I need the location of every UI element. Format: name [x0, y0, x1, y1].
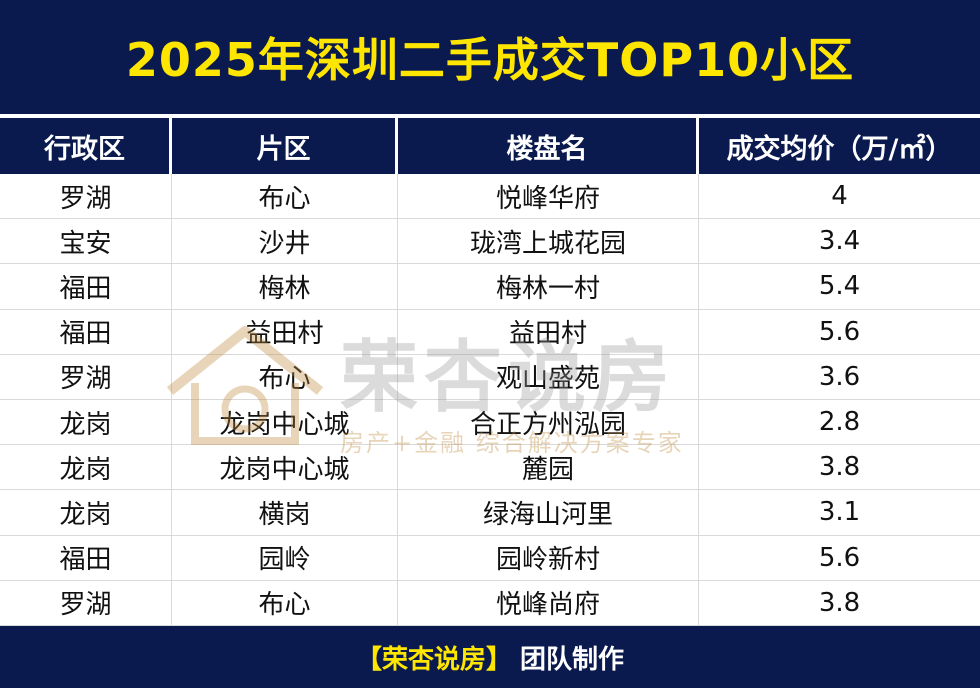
- cell-district: 福田: [0, 309, 172, 355]
- table-header: 行政区 片区 楼盘名 成交均价（万/㎡）: [0, 118, 980, 174]
- table-row: 福田 园岭 园岭新村 5.6: [0, 535, 980, 581]
- table-row: 罗湖 布心 悦峰华府 4: [0, 174, 980, 220]
- footer-text: 团队制作: [520, 644, 625, 675]
- header-estate: 楼盘名: [398, 118, 699, 174]
- page-title: 2025年深圳二手成交TOP10小区: [125, 33, 855, 87]
- table-row: 宝安 沙井 珑湾上城花园 3.4: [0, 219, 980, 265]
- cell-area: 益田村: [172, 309, 398, 355]
- table-row: 福田 梅林 梅林一村 5.4: [0, 264, 980, 310]
- cell-area: 布心: [172, 580, 398, 626]
- cell-avg-price: 3.6: [699, 355, 980, 400]
- cell-avg-price: 5.6: [699, 310, 980, 355]
- cell-estate: 观山盛苑: [398, 354, 699, 400]
- cell-avg-price: 3.4: [699, 219, 980, 265]
- cell-avg-price: 4: [699, 174, 980, 220]
- cell-district: 福田: [0, 264, 172, 310]
- cell-estate: 梅林一村: [398, 264, 699, 310]
- cell-estate: 绿海山河里: [398, 490, 699, 536]
- header-district: 行政区: [0, 118, 172, 174]
- cell-area: 龙岗中心城: [172, 399, 398, 446]
- cell-area: 布心: [172, 354, 398, 400]
- cell-district: 龙岗: [0, 399, 172, 446]
- cell-district: 宝安: [0, 219, 172, 265]
- table-row: 罗湖 布心 观山盛苑 3.6: [0, 354, 980, 400]
- cell-district: 福田: [0, 535, 172, 581]
- cell-area: 龙岗中心城: [172, 445, 398, 491]
- cell-avg-price: 3.8: [699, 445, 980, 491]
- cell-district: 龙岗: [0, 445, 172, 491]
- cell-estate: 悦峰华府: [398, 174, 699, 220]
- cell-estate: 合正方州泓园: [398, 399, 699, 446]
- table-row: 龙岗 龙岗中心城 合正方州泓园 2.8: [0, 399, 980, 446]
- cell-avg-price: 5.6: [699, 536, 980, 581]
- header-avg-price: 成交均价（万/㎡）: [699, 118, 980, 174]
- cell-area: 布心: [172, 174, 398, 220]
- cell-district: 罗湖: [0, 580, 172, 626]
- cell-area: 梅林: [172, 264, 398, 310]
- cell-estate: 悦峰尚府: [398, 580, 699, 626]
- cell-avg-price: 5.4: [699, 264, 980, 310]
- cell-district: 龙岗: [0, 490, 172, 536]
- cell-district: 罗湖: [0, 354, 172, 400]
- title-bar: 2025年深圳二手成交TOP10小区: [0, 0, 980, 116]
- cell-area: 横岗: [172, 490, 398, 536]
- cell-estate: 园岭新村: [398, 535, 699, 581]
- cell-area: 园岭: [172, 535, 398, 581]
- table-row: 罗湖 布心 悦峰尚府 3.8: [0, 580, 980, 626]
- footer-brand: 【荣杏说房】: [355, 644, 512, 675]
- cell-estate: 益田村: [398, 309, 699, 355]
- header-area: 片区: [172, 118, 398, 174]
- table-row: 龙岗 龙岗中心城 麓园 3.8: [0, 445, 980, 491]
- table-body: 罗湖 布心 悦峰华府 4 宝安 沙井 珑湾上城花园 3.4 福田 梅林 梅林一村 5.4 福田 益田村 益田…: [0, 174, 980, 626]
- cell-avg-price: 2.8: [699, 400, 980, 446]
- table-row: 龙岗 横岗 绿海山河里 3.1: [0, 490, 980, 536]
- cell-district: 罗湖: [0, 174, 172, 220]
- table-row: 福田 益田村 益田村 5.6: [0, 309, 980, 355]
- cell-estate: 麓园: [398, 445, 699, 491]
- cell-area: 沙井: [172, 219, 398, 265]
- cell-estate: 珑湾上城花园: [398, 219, 699, 265]
- cell-avg-price: 3.1: [699, 490, 980, 536]
- footer-bar: 【荣杏说房】 团队制作: [0, 626, 980, 688]
- cell-avg-price: 3.8: [699, 581, 980, 626]
